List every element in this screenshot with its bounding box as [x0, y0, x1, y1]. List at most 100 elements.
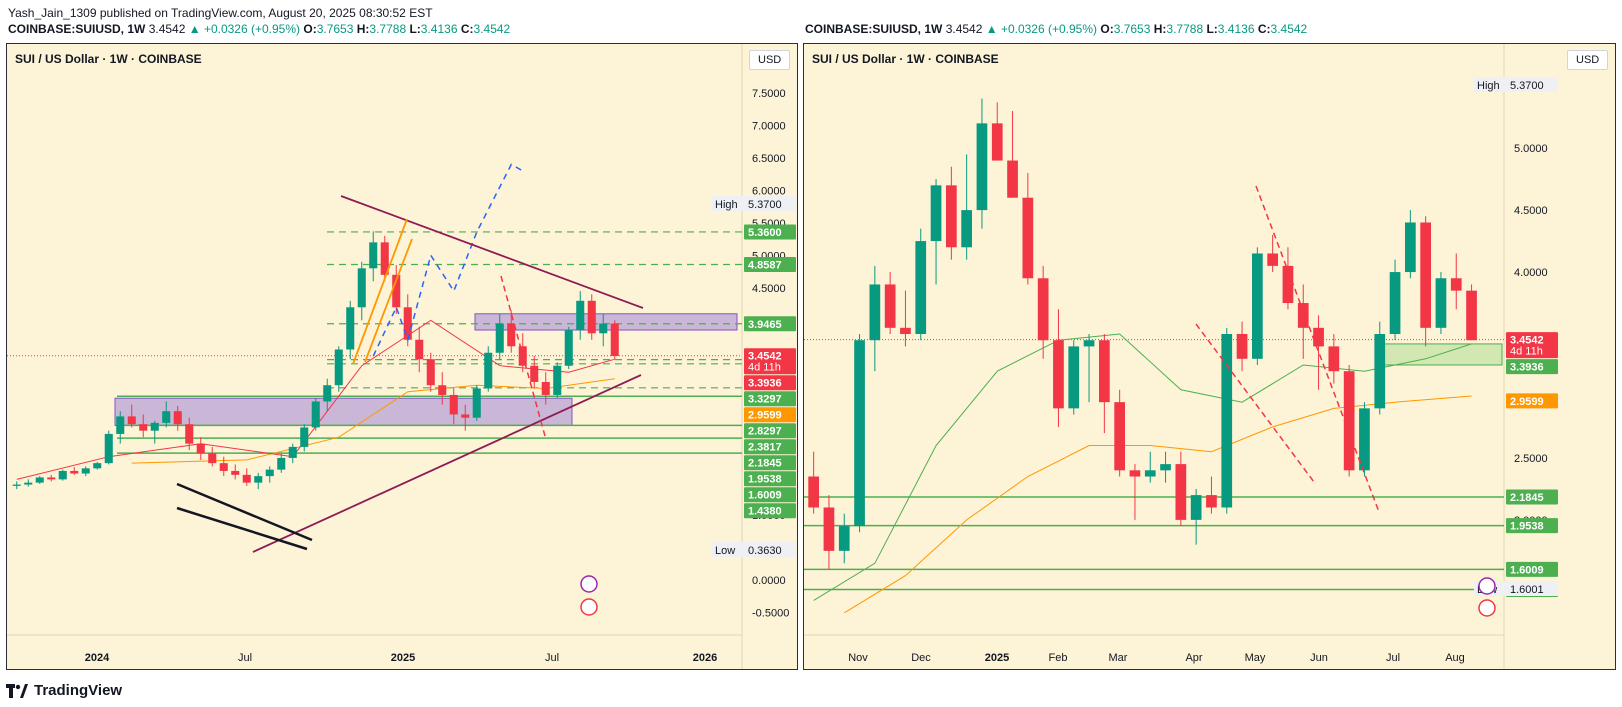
candle-body — [150, 422, 159, 431]
candle — [900, 290, 911, 347]
candle — [461, 404, 470, 431]
candle — [869, 265, 881, 372]
x-tick-label: Jul — [545, 652, 559, 664]
moving-average-fast — [813, 333, 1472, 601]
candle-body — [507, 323, 516, 347]
candle — [334, 346, 343, 392]
candle — [1466, 284, 1477, 341]
candle — [185, 417, 194, 451]
candle — [945, 166, 957, 260]
candle — [838, 513, 850, 564]
support-zone — [114, 397, 573, 426]
candle-body — [196, 443, 205, 454]
chart-left-svg[interactable]: 7.50007.00006.50006.00005.50005.00004.50… — [7, 44, 798, 670]
chart-panel-left[interactable]: 7.5000 7.0000 6.5000 6.0000 5.5000 5.0000 4.50… — [6, 43, 798, 670]
candle — [1282, 247, 1294, 310]
candle — [58, 469, 67, 481]
candle-body — [576, 300, 585, 331]
trend-line — [500, 275, 546, 437]
candle-body — [1144, 470, 1156, 477]
candle-body — [242, 474, 251, 483]
price-tag: 3.3297 — [744, 391, 796, 407]
high-tag-box — [712, 196, 796, 211]
candle — [127, 404, 136, 428]
high-tag: High 5.3700 — [1474, 77, 1558, 92]
candle-body — [1343, 371, 1355, 471]
candle-body — [1206, 495, 1217, 508]
candle — [915, 228, 927, 341]
candle — [81, 466, 90, 477]
candle — [357, 261, 366, 321]
low-tag-box — [712, 542, 796, 557]
candle — [1297, 284, 1309, 359]
candle-body — [587, 300, 596, 334]
candle-body — [35, 477, 44, 483]
y-tick-label: 5.0000 — [1514, 143, 1548, 155]
candle-body — [104, 433, 113, 464]
candle — [196, 437, 205, 460]
candle — [1267, 234, 1279, 273]
price-tag: 1.4380 — [744, 503, 796, 519]
y-tick-label: 4.0000 — [1514, 267, 1548, 279]
candle — [392, 265, 401, 314]
candle — [24, 479, 33, 487]
event-lightning-icon — [580, 575, 598, 593]
y-tick-label: 5.0000 — [752, 250, 786, 262]
candle-body — [838, 526, 850, 551]
tradingview-footer[interactable]: TradingView — [6, 682, 122, 699]
price-tag-label: 2.9599 — [1510, 396, 1544, 408]
candle — [116, 411, 125, 444]
candle-body — [70, 470, 79, 474]
price-tag-box — [744, 439, 796, 455]
event-icon — [1478, 577, 1496, 595]
high-tag-box — [1474, 77, 1558, 92]
candle-body — [208, 453, 217, 464]
candle-body — [265, 469, 274, 477]
candle — [1053, 309, 1064, 427]
price-tag-box — [744, 471, 796, 487]
price-tag-box — [744, 423, 796, 439]
price-tag: 2.9599 — [744, 407, 796, 423]
candle-body — [1450, 278, 1462, 291]
price-tag: 2.9599 — [1506, 393, 1558, 409]
candle-body — [1221, 334, 1233, 508]
candle — [823, 495, 835, 570]
candle — [242, 468, 251, 486]
candle — [576, 291, 585, 340]
x-tick-label: Apr — [1185, 652, 1202, 664]
candle-body — [1129, 470, 1141, 477]
candle — [961, 154, 973, 260]
candle-body — [823, 507, 835, 551]
price-tag-label: 5.3600 — [748, 227, 782, 239]
candle-body — [1068, 346, 1080, 409]
ohlc-right-o-label: O: — [1100, 22, 1114, 36]
candle — [93, 461, 102, 470]
candle — [1389, 259, 1401, 341]
tradingview-logo-icon — [6, 683, 28, 698]
candle-body — [1007, 160, 1018, 198]
candle-body — [277, 457, 286, 470]
x-tick-label: 2026 — [693, 652, 717, 664]
candle — [1037, 265, 1049, 359]
price-tag-label: 3.4542 — [1510, 335, 1544, 347]
x-tick-label: Jun — [1310, 652, 1328, 664]
ohlc-right-c: 3.4542 — [1270, 22, 1308, 36]
price-tag-box — [744, 455, 796, 471]
chart-panel-right[interactable]: 5.00004.50004.00002.50002.0000NovDec2025… — [803, 43, 1616, 670]
currency-button-left[interactable]: USD — [749, 50, 791, 70]
candle-body — [1282, 265, 1294, 304]
low-tag: Low 0.3630 — [712, 542, 796, 557]
candle-body — [1236, 334, 1248, 359]
candle — [1374, 321, 1386, 415]
currency-button-right[interactable]: USD — [1567, 50, 1609, 70]
price-tag-box — [1506, 489, 1558, 505]
ohlc-left-c: 3.4542 — [473, 22, 511, 36]
price-tag: 1.6009 — [1506, 561, 1558, 577]
price-tag: 2.1845 — [744, 455, 796, 471]
candle-body — [24, 482, 33, 485]
price-tag-label: 1.6009 — [748, 490, 782, 502]
candle — [1022, 172, 1034, 285]
moving-average-fast — [16, 319, 615, 480]
chart-right-svg[interactable]: 5.00004.50004.00002.50002.0000NovDec2025… — [804, 44, 1616, 670]
price-tag-box — [1506, 518, 1558, 534]
